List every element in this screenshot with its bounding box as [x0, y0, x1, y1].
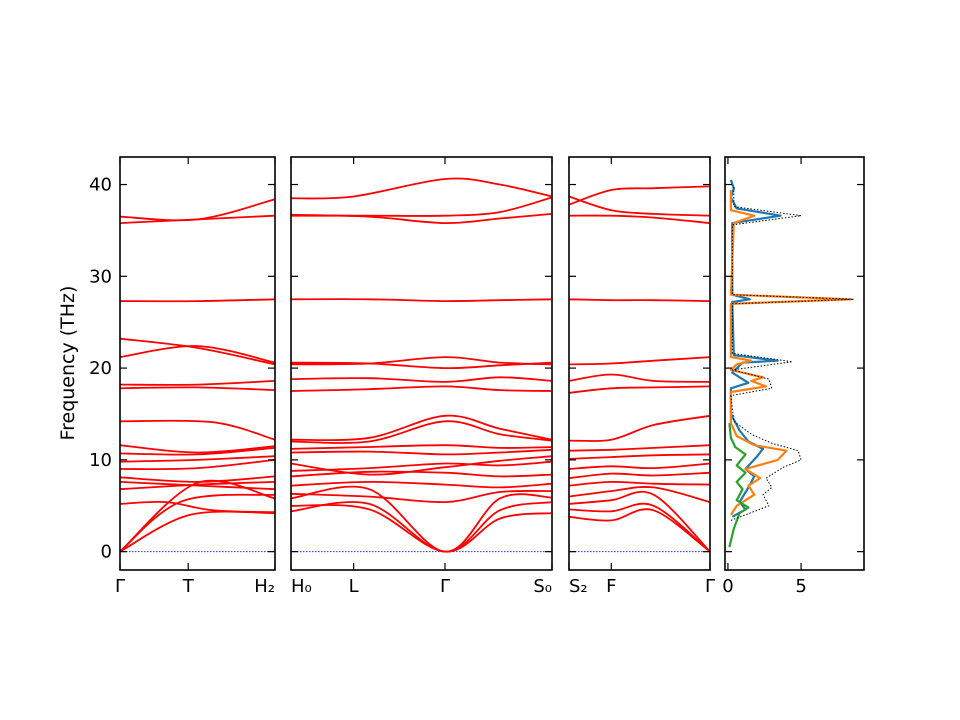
- axes-frame: [724, 156, 865, 571]
- band-line-10: [290, 444, 553, 450]
- band-line-13: [568, 356, 711, 366]
- band-line-4: [119, 500, 276, 514]
- band-line-8: [290, 455, 553, 476]
- band-line-9: [568, 444, 711, 452]
- y-tick-label: 20: [89, 358, 112, 379]
- x-tick-label: H₀: [291, 576, 312, 597]
- band-line-12: [290, 420, 553, 444]
- band-line-8: [119, 459, 276, 471]
- band-line-17: [119, 298, 276, 303]
- band-line-6: [290, 470, 553, 478]
- band-line-15: [119, 345, 276, 364]
- band-line-16: [119, 337, 276, 366]
- band-line-10: [568, 414, 711, 442]
- x-tick-label: Γ: [440, 576, 450, 597]
- band-line-16: [290, 361, 553, 370]
- x-tick-label: S₂: [569, 576, 588, 597]
- band-line-17: [568, 185, 711, 206]
- x-tick-label: Γ: [115, 576, 125, 597]
- band-line-16: [568, 195, 711, 217]
- band-line-5: [119, 481, 276, 491]
- band-line-2: [290, 504, 553, 553]
- band-line-3: [290, 485, 553, 553]
- band-line-2: [119, 510, 276, 553]
- band-line-15: [568, 214, 711, 224]
- band-line-5: [568, 480, 711, 487]
- x-tick-label: F: [606, 576, 616, 597]
- band-line-3: [568, 490, 711, 553]
- band-line-14: [290, 376, 553, 383]
- x-tick-label: Γ: [705, 576, 715, 597]
- band-line-14: [568, 298, 711, 302]
- band-line-14: [119, 380, 276, 386]
- band-line-6: [119, 481, 276, 491]
- dos-curve-4: [730, 186, 855, 521]
- band-line-20: [290, 177, 553, 200]
- x-tick-label: S₀: [533, 576, 552, 597]
- axes-frame: [568, 156, 711, 571]
- x-tick-label: 5: [795, 576, 806, 597]
- band-line-1: [568, 508, 711, 553]
- band-line-1: [119, 479, 276, 553]
- x-tick-label: 0: [722, 576, 733, 597]
- dos-curve-1: [729, 179, 782, 518]
- y-tick-label: 40: [89, 175, 112, 196]
- band-line-6: [568, 471, 711, 480]
- band-line-19: [291, 196, 553, 217]
- band-panel-1: 0 10 20 30 40 Γ T H₂: [89, 156, 276, 597]
- band-line-9: [290, 448, 553, 456]
- band-line-4: [290, 490, 553, 504]
- band-line-7: [290, 460, 553, 472]
- band-line-13: [290, 385, 553, 392]
- band-line-11: [290, 414, 553, 442]
- dos-curve-3: [728, 423, 750, 548]
- y-axis-label: Frequency (THz): [57, 286, 79, 441]
- band-line-7: [568, 462, 711, 470]
- y-tick-label: 10: [89, 450, 112, 471]
- band-line-15: [290, 356, 553, 366]
- band-line-5: [290, 480, 553, 489]
- y-tick-label: 0: [101, 542, 112, 563]
- x-tick-label: H₂: [254, 576, 275, 597]
- y-tick-label: 30: [89, 266, 112, 287]
- axes-frame: [119, 156, 276, 571]
- axes-frame: [290, 156, 553, 571]
- band-panel-2: H₀ L Γ S₀: [290, 156, 553, 597]
- band-line-12: [568, 373, 711, 383]
- x-tick-label: L: [349, 576, 359, 597]
- band-line-17: [290, 298, 553, 303]
- band-line-11: [568, 385, 711, 394]
- band-line-9: [119, 455, 276, 463]
- band-line-4: [568, 486, 711, 503]
- band-line-10: [119, 447, 276, 456]
- band-line-11: [119, 444, 276, 454]
- band-panel-3: S₂ F Γ: [568, 156, 715, 597]
- band-line-3: [119, 493, 276, 553]
- band-line-13: [119, 386, 276, 391]
- band-line-8: [568, 453, 711, 460]
- band-line-1: [290, 501, 553, 553]
- band-line-7: [119, 475, 276, 483]
- band-line-2: [568, 502, 711, 553]
- x-tick-label: T: [182, 576, 195, 597]
- band-line-19: [119, 198, 276, 222]
- band-line-12: [119, 419, 276, 441]
